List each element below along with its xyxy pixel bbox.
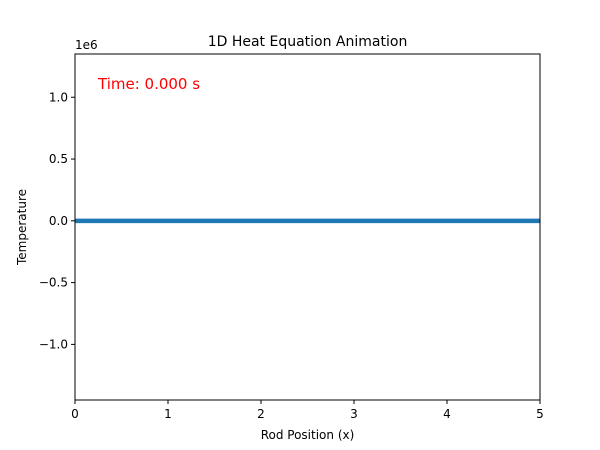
- x-tick-label-3: 3: [350, 407, 358, 421]
- y-tick-label-2: 0.0: [49, 214, 68, 228]
- chart-title: 1D Heat Equation Animation: [208, 34, 408, 50]
- x-tick-label-2: 2: [257, 407, 265, 421]
- plot-area: 0 1 2 3 4 5 −1.0 −0.5 0.0 0.5 1.0: [39, 53, 544, 421]
- y-tick-label-3: 0.5: [49, 152, 68, 166]
- x-tick-label-5: 5: [536, 407, 544, 421]
- x-axis-label: Rod Position (x): [261, 428, 355, 442]
- axes-frame: [74, 53, 541, 401]
- x-tick-label-0: 0: [71, 407, 79, 421]
- y-tick-label-0: −1.0: [39, 337, 68, 351]
- time-annotation: Time: 0.000 s: [97, 75, 200, 93]
- y-axis-label: Temperature: [15, 189, 29, 266]
- y-tick-label-4: 1.0: [49, 90, 68, 104]
- x-tick-label-1: 1: [164, 407, 172, 421]
- x-tick-label-4: 4: [443, 407, 451, 421]
- y-offset-text: 1e6: [75, 38, 98, 52]
- y-tick-label-1: −0.5: [39, 276, 68, 290]
